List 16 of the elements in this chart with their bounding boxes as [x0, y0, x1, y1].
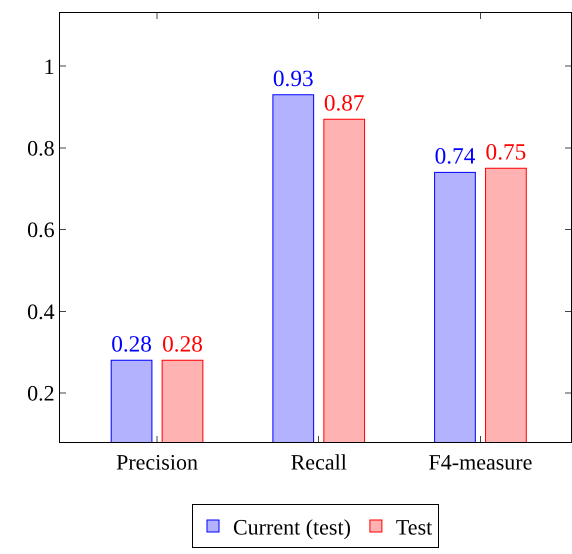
legend-label: Test: [396, 514, 432, 540]
x-tick-label: Recall: [290, 449, 347, 474]
x-tick-label: F4-measure: [428, 449, 532, 474]
data-label: 0.87: [324, 90, 365, 116]
y-tick-label: 0.4: [27, 298, 55, 324]
data-label: 0.28: [111, 331, 152, 358]
y-tick-label: 0.6: [27, 217, 55, 242]
data-label: 0.93: [272, 66, 314, 92]
data-label: 0.28: [162, 331, 203, 358]
data-label: 0.75: [486, 139, 526, 166]
y-tick-label: 1: [44, 54, 55, 79]
x-tick-label: Precision: [116, 449, 198, 474]
y-tick-label: 0.2: [27, 380, 55, 406]
legend-label: Current (test): [233, 514, 351, 540]
data-label: 0.74: [434, 144, 476, 170]
y-tick-label: 0.8: [27, 136, 55, 161]
